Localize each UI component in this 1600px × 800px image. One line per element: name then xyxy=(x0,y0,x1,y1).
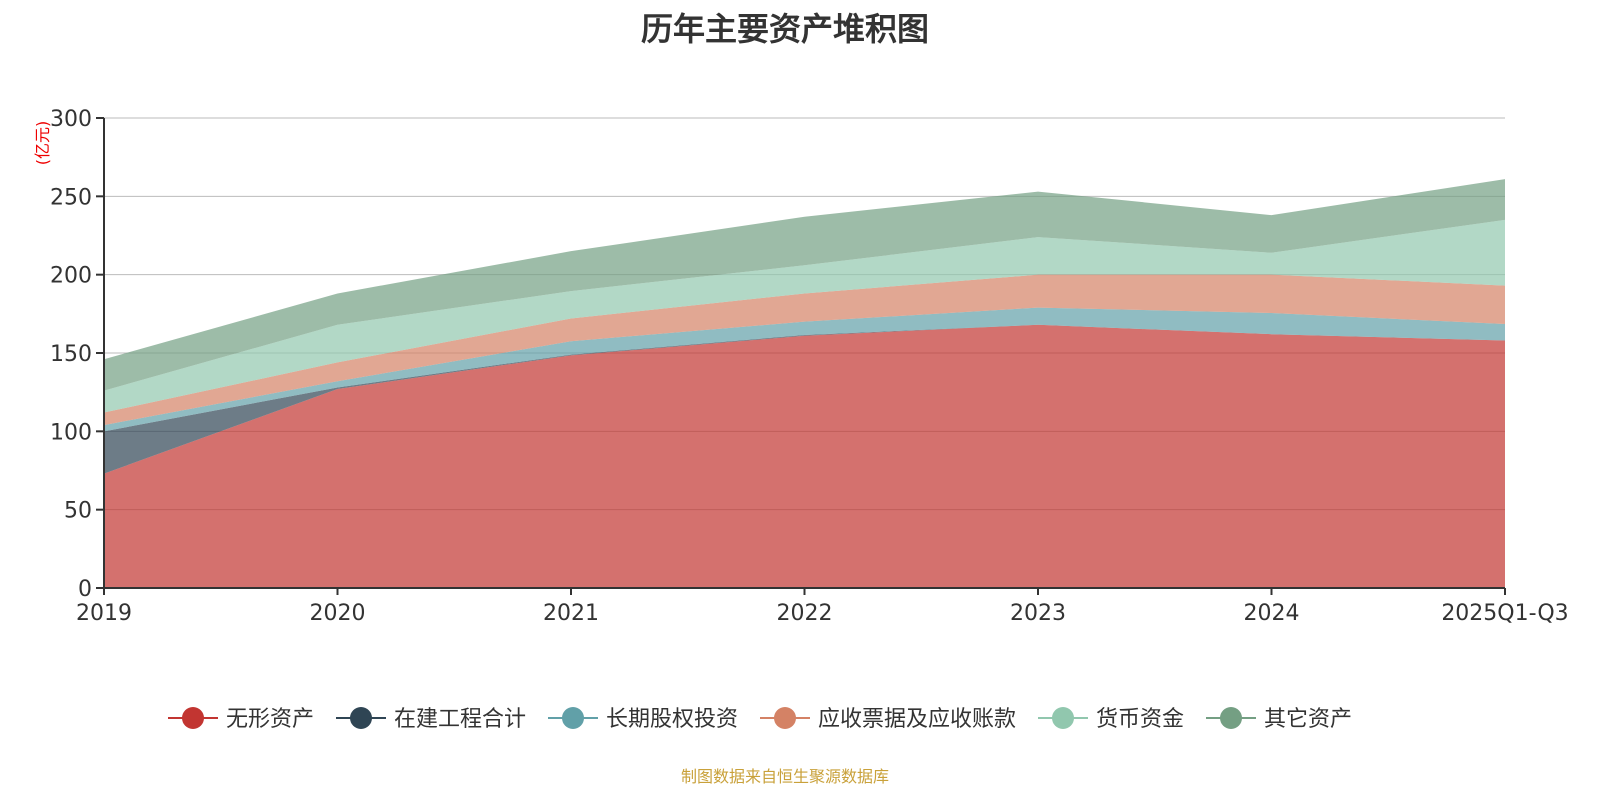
legend-label: 货币资金 xyxy=(1096,707,1184,732)
legend-marker-icon xyxy=(562,707,584,729)
y-tick-label: 100 xyxy=(50,420,92,445)
legend-item[interactable]: 其它资产 xyxy=(1206,707,1352,732)
x-tick-label: 2022 xyxy=(777,601,833,626)
legend-marker-icon xyxy=(1220,707,1242,729)
chart-title: 历年主要资产堆积图 xyxy=(640,10,929,48)
legend: 无形资产 在建工程合计 长期股权投资 应收票据及应收账款 货币资金 其它资产 xyxy=(168,707,1352,732)
legend-label: 其它资产 xyxy=(1264,707,1352,732)
area-2 xyxy=(104,307,1505,432)
x-tick-label: 2020 xyxy=(310,601,366,626)
legend-label: 长期股权投资 xyxy=(606,707,738,732)
x-tick-label: 2019 xyxy=(76,601,132,626)
y-axis-label: (亿元) xyxy=(33,121,52,166)
legend-item[interactable]: 无形资产 xyxy=(168,707,314,732)
legend-item[interactable]: 在建工程合计 xyxy=(336,707,526,732)
y-tick-label: 150 xyxy=(50,342,92,367)
legend-marker-icon xyxy=(1052,707,1074,729)
legend-item[interactable]: 应收票据及应收账款 xyxy=(760,707,1016,732)
legend-label: 无形资产 xyxy=(226,707,314,732)
legend-marker-icon xyxy=(774,707,796,729)
x-tick-label: 2021 xyxy=(543,601,599,626)
y-tick-label: 200 xyxy=(50,264,92,289)
x-tick-label: 2025Q1-Q3 xyxy=(1441,601,1568,626)
y-tick-label: 50 xyxy=(64,499,92,524)
legend-label: 在建工程合计 xyxy=(394,707,526,732)
area-0 xyxy=(104,324,1505,588)
area-5 xyxy=(104,179,1505,391)
y-tick-label: 300 xyxy=(50,107,92,132)
legend-marker-icon xyxy=(182,707,204,729)
legend-marker-icon xyxy=(350,707,372,729)
area-4 xyxy=(104,219,1505,413)
y-tick-label: 0 xyxy=(78,577,92,602)
y-tick-label: 250 xyxy=(50,185,92,210)
x-tick-label: 2024 xyxy=(1244,601,1300,626)
legend-label: 应收票据及应收账款 xyxy=(818,707,1016,732)
x-tick-label: 2023 xyxy=(1010,601,1066,626)
area-3 xyxy=(104,274,1505,426)
legend-item[interactable]: 货币资金 xyxy=(1038,707,1184,732)
legend-item[interactable]: 长期股权投资 xyxy=(548,707,738,732)
data-source-note: 制图数据来自恒生聚源数据库 xyxy=(680,767,889,786)
